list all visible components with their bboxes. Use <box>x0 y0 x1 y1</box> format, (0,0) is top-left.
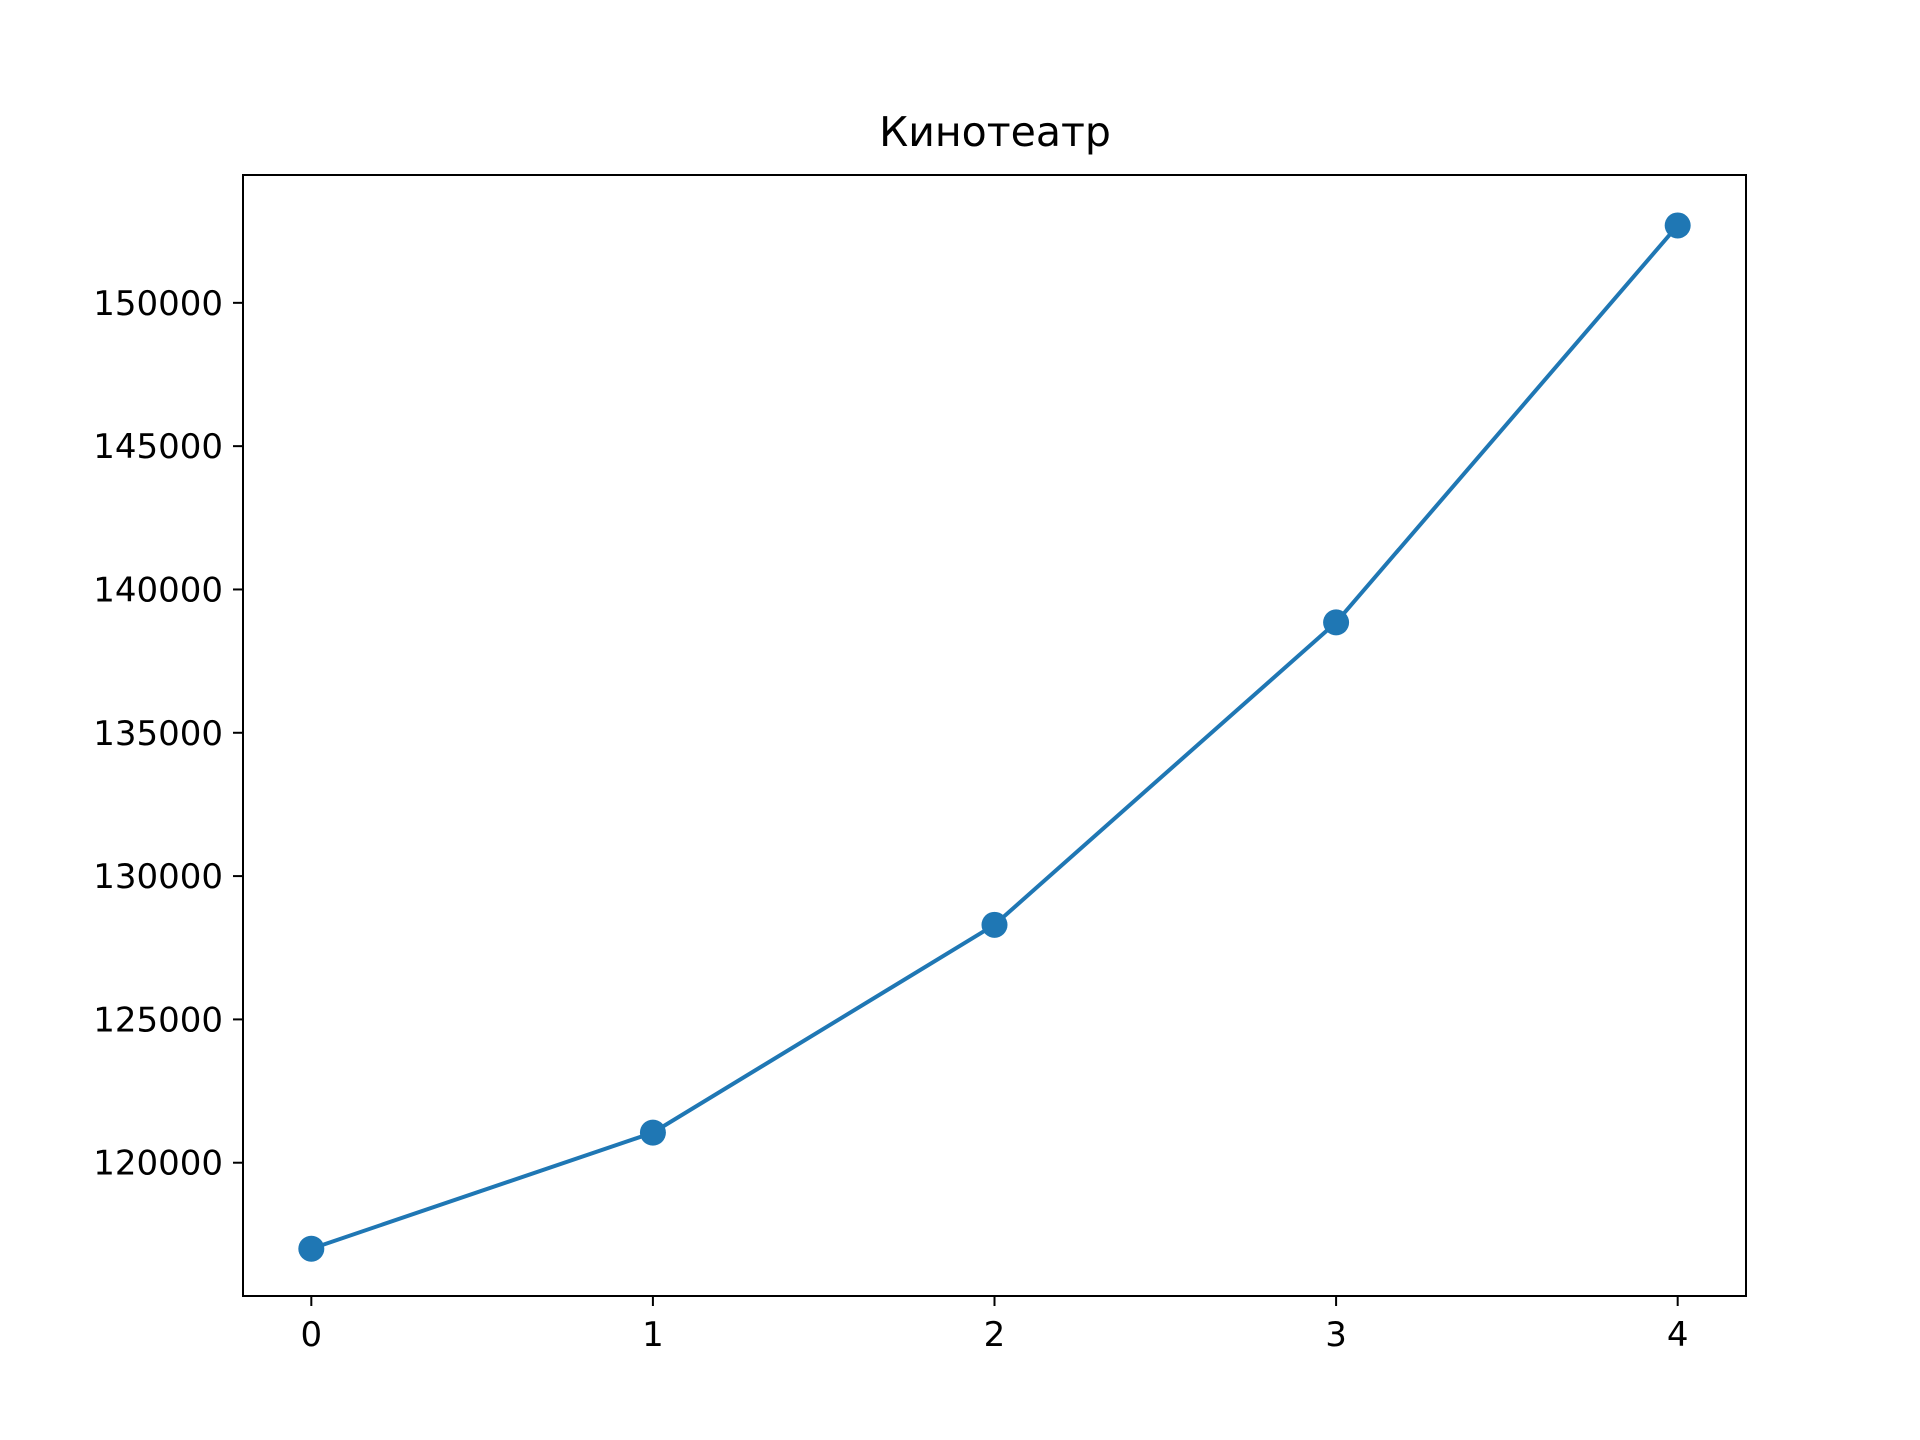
x-tick-label: 0 <box>300 1315 322 1355</box>
x-tick-label: 3 <box>1325 1315 1347 1355</box>
data-point <box>298 1235 325 1262</box>
y-axis-ticks: 120000 125000 130000 135000 140000 145000 1500… <box>93 284 243 1184</box>
series-layer <box>298 212 1691 1262</box>
y-tick-label: 145000 <box>93 427 223 467</box>
y-tick-label: 130000 <box>93 857 223 897</box>
chart-title: Кинотеатр <box>879 108 1111 156</box>
data-point <box>639 1119 666 1146</box>
x-tick-label: 1 <box>642 1315 664 1355</box>
y-tick-label: 150000 <box>93 284 223 324</box>
y-tick-label: 135000 <box>93 714 223 754</box>
x-tick-label: 2 <box>984 1315 1006 1355</box>
plot-frame <box>242 174 1747 1297</box>
x-tick-label: 4 <box>1667 1315 1689 1355</box>
y-tick-label: 120000 <box>93 1144 223 1184</box>
y-tick-label: 125000 <box>93 1000 223 1040</box>
x-axis-ticks: 0 1 2 3 4 <box>300 1296 1689 1355</box>
data-point <box>1664 212 1691 239</box>
data-point <box>1323 609 1350 636</box>
y-tick-label: 140000 <box>93 570 223 610</box>
data-point <box>981 911 1008 938</box>
